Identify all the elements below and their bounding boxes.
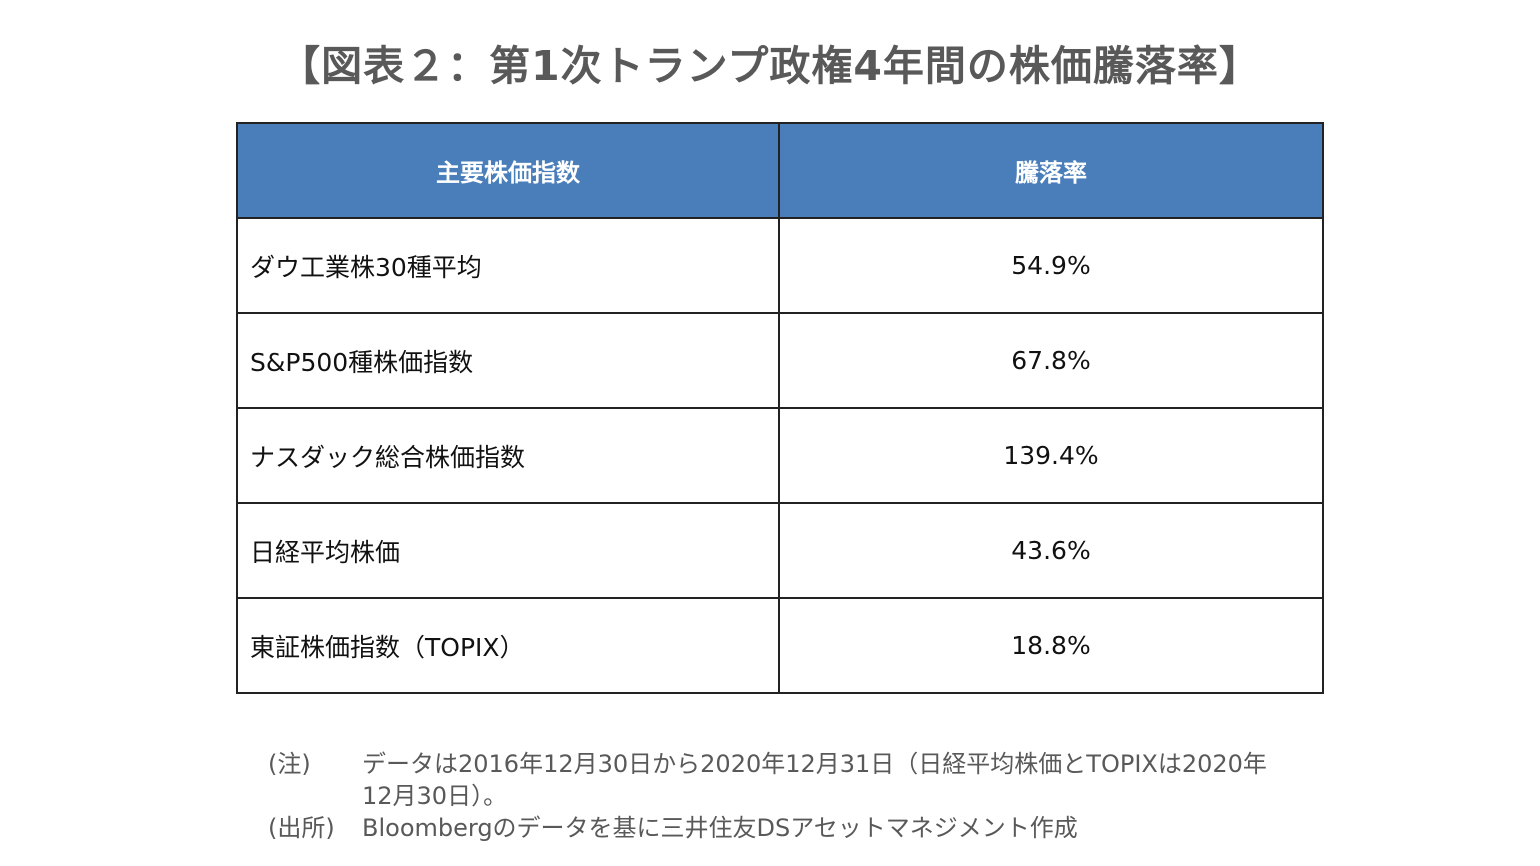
table-row: 日経平均株価 43.6% — [236, 502, 1324, 599]
column-header-index: 主要株価指数 — [236, 122, 780, 219]
index-name-cell: 東証株価指数（TOPIX） — [236, 597, 780, 694]
note-text: データは2016年12月30日から2020年12月31日（日経平均株価とTOPI… — [362, 750, 1267, 810]
note-row: (注) データは2016年12月30日から2020年12月31日（日経平均株価と… — [268, 748, 1278, 812]
table-row: 東証株価指数（TOPIX） 18.8% — [236, 597, 1324, 694]
footnotes: (注) データは2016年12月30日から2020年12月31日（日経平均株価と… — [268, 748, 1278, 844]
page-title: 【図表２：第1次トランプ政権4年間の株価騰落率】 — [279, 42, 1261, 90]
change-value-cell: 139.4% — [778, 407, 1324, 504]
source-row: (出所) Bloombergのデータを基に三井住友DSアセットマネジメント作成 — [268, 812, 1278, 844]
index-name-cell: ナスダック総合株価指数 — [236, 407, 780, 504]
table-row: ダウ工業株30種平均 54.9% — [236, 217, 1324, 314]
index-name-cell: S&P500種株価指数 — [236, 312, 780, 409]
index-name-cell: ダウ工業株30種平均 — [236, 217, 780, 314]
stock-performance-table: 主要株価指数 騰落率 ダウ工業株30種平均 54.9% S&P500種株価指数 … — [236, 122, 1324, 694]
table-row: ナスダック総合株価指数 139.4% — [236, 407, 1324, 504]
table-row: S&P500種株価指数 67.8% — [236, 312, 1324, 409]
change-value-cell: 67.8% — [778, 312, 1324, 409]
table-header-row: 主要株価指数 騰落率 — [236, 122, 1324, 219]
note-label: (注) — [268, 750, 311, 778]
change-value-cell: 43.6% — [778, 502, 1324, 599]
source-text: Bloombergのデータを基に三井住友DSアセットマネジメント作成 — [362, 814, 1078, 842]
change-value-cell: 18.8% — [778, 597, 1324, 694]
source-label: (出所) — [268, 814, 335, 842]
index-name-cell: 日経平均株価 — [236, 502, 780, 599]
column-header-change: 騰落率 — [778, 122, 1324, 219]
change-value-cell: 54.9% — [778, 217, 1324, 314]
